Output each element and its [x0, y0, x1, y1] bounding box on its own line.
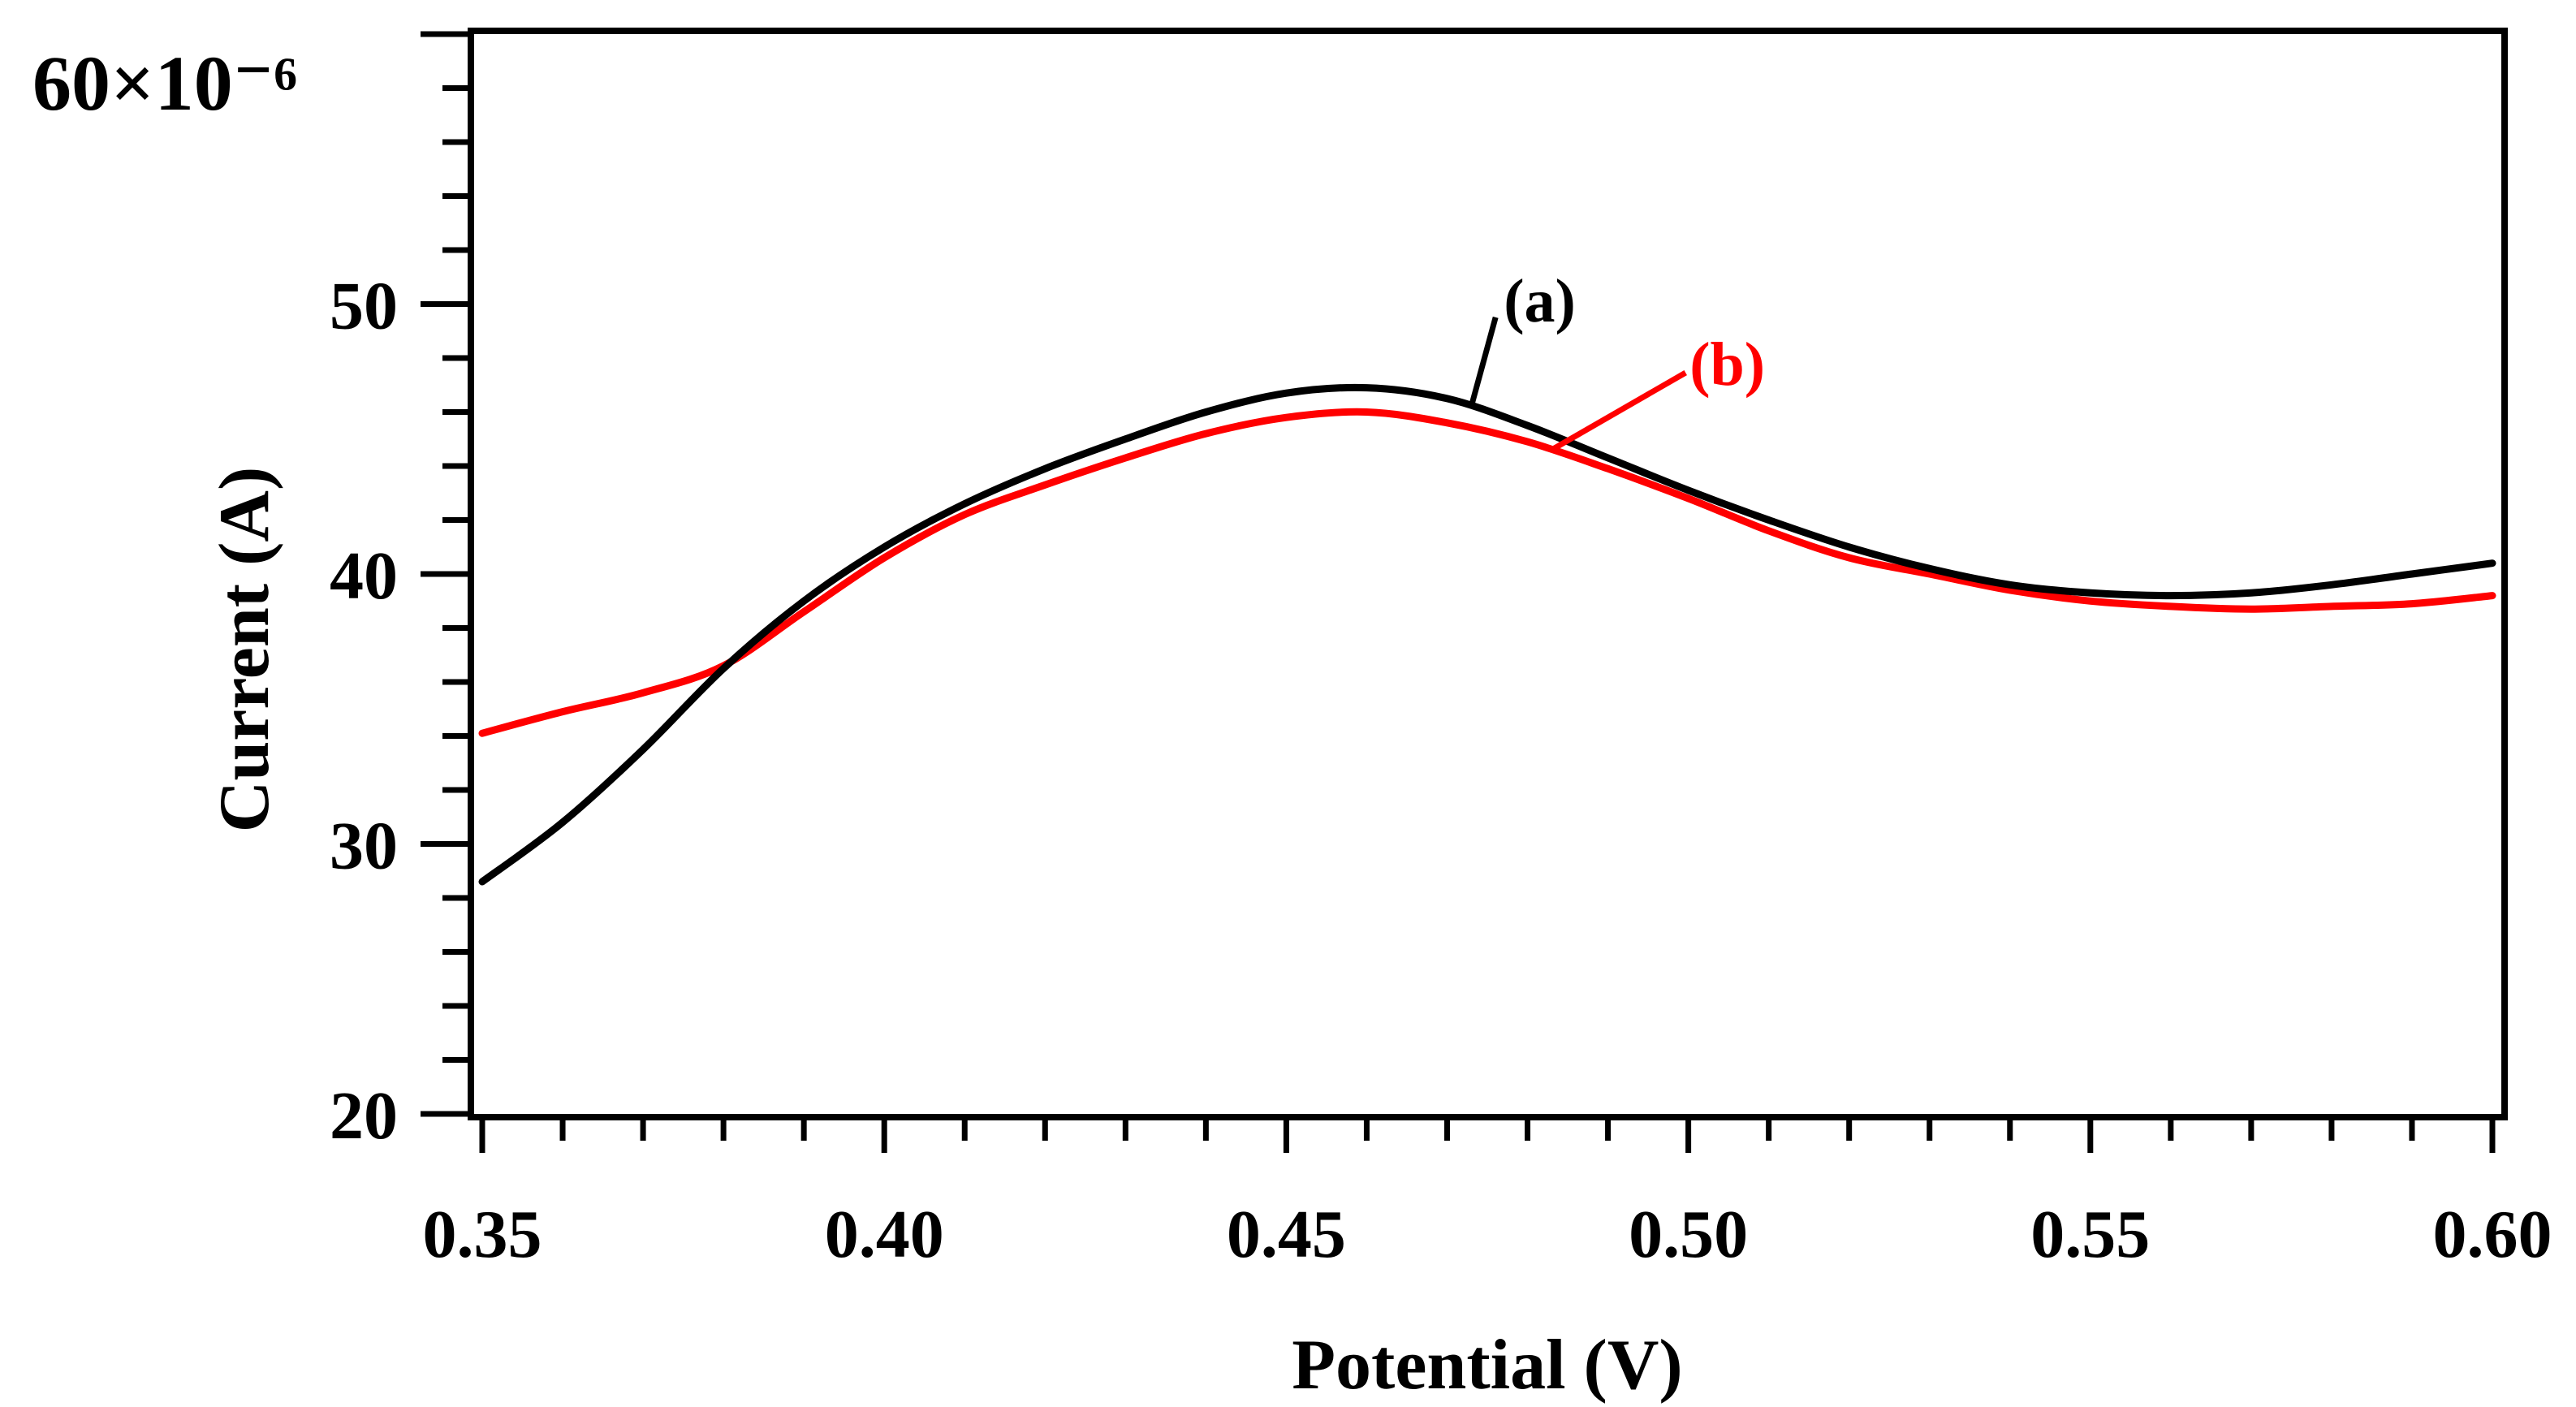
x-tick-label: 0.50: [1629, 1197, 1748, 1272]
x-tick-label: 0.60: [2433, 1197, 2552, 1272]
series-line-a: [478, 383, 2496, 886]
plot-frame: [468, 28, 2508, 1120]
x-tick-label: 0.55: [2030, 1197, 2150, 1272]
y-axis-title: Current (A): [205, 467, 284, 832]
curve-label-leader: [1468, 316, 1499, 408]
curve-label: (a): [1504, 267, 1576, 335]
curve-label-leader: [1550, 370, 1687, 453]
y-tick-label: 30: [330, 809, 398, 884]
y-tick-label: 50: [330, 269, 398, 344]
curve-label: (b): [1689, 330, 1765, 399]
y-multiplier-label: 60×10⁻⁶: [32, 40, 297, 127]
x-axis-ticks: 0.35 0.40 0.45 0.50 0.55 0.60: [423, 1120, 2552, 1272]
y-tick-label: 20: [330, 1078, 398, 1154]
curve-labels-layer: (a) (b): [1468, 267, 1765, 453]
series-layer: [478, 383, 2496, 886]
x-axis-title: Potential (V): [1292, 1326, 1682, 1405]
y-tick-label: 40: [330, 538, 398, 614]
x-tick-label: 0.35: [423, 1197, 542, 1272]
x-tick-label: 0.40: [825, 1197, 944, 1272]
x-tick-label: 0.45: [1227, 1197, 1346, 1272]
series-line-b: [478, 408, 2496, 737]
y-axis-ticks: 20 30 40 50: [330, 31, 468, 1154]
